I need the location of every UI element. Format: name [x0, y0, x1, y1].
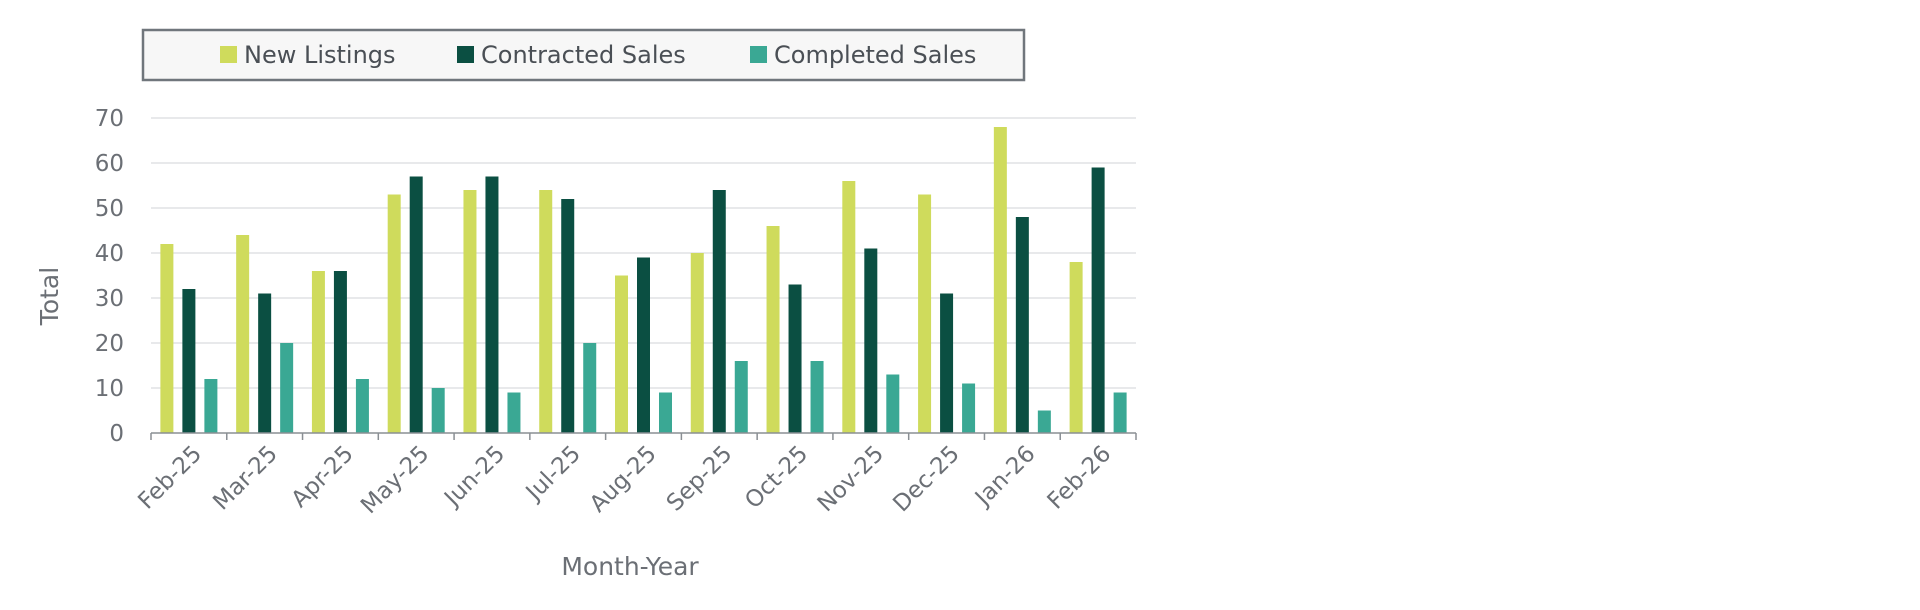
x-tick-label: Mar-25	[208, 441, 283, 516]
bar	[1015, 217, 1029, 433]
x-tick-label: Jul-25	[520, 441, 586, 507]
bar	[1091, 167, 1105, 433]
legend: New Listings Contracted Sales Completed Sa…	[141, 28, 1026, 82]
x-tick-label: Nov-25	[813, 441, 889, 517]
axes	[150, 432, 1137, 440]
x-tick-label: Feb-25	[133, 441, 207, 515]
bar	[615, 275, 628, 433]
bar	[886, 374, 900, 433]
bar	[918, 194, 932, 433]
x-tick-label: Dec-25	[888, 441, 964, 517]
y-axis-ticks: 0 10 20 30 40 50 60 70	[95, 106, 124, 447]
x-tick-label: Oct-25	[740, 441, 813, 514]
bar	[1037, 410, 1051, 433]
bar	[258, 293, 272, 433]
bar	[485, 176, 499, 433]
bar	[311, 271, 325, 433]
legend-label: Completed Sales	[774, 41, 976, 69]
series-contracted-sales	[182, 167, 1105, 433]
y-tick-label: 20	[95, 331, 124, 357]
y-tick-label: 40	[95, 241, 124, 267]
bar	[204, 379, 218, 433]
bar	[712, 190, 726, 433]
bar	[463, 190, 477, 433]
legend-box	[141, 28, 1026, 82]
bar	[583, 343, 597, 433]
legend-label: Contracted Sales	[481, 41, 686, 69]
y-tick-label: 70	[95, 106, 124, 132]
bar	[333, 271, 347, 433]
bar	[842, 181, 856, 433]
x-tick-label: Aug-25	[585, 441, 662, 518]
bar	[940, 293, 954, 433]
bar	[1069, 262, 1083, 433]
bar	[431, 388, 445, 433]
bar	[539, 190, 553, 433]
bar	[355, 379, 369, 433]
x-tick-label: Sep-25	[662, 441, 738, 517]
legend-swatch	[750, 46, 767, 63]
bar	[387, 194, 401, 433]
y-tick-label: 30	[95, 286, 124, 312]
bar	[182, 289, 196, 433]
x-tick-label: Jan-26	[969, 441, 1040, 512]
bar	[766, 226, 780, 433]
bar	[507, 392, 521, 433]
bar	[993, 127, 1007, 433]
x-axis-title: Month-Year	[561, 552, 699, 581]
bar-series	[160, 127, 1127, 433]
bar	[1113, 392, 1127, 433]
legend-item: Contracted Sales	[457, 41, 686, 69]
legend-item: Completed Sales	[750, 41, 976, 69]
legend-swatch	[457, 46, 474, 63]
x-tick-label: Jun-25	[438, 441, 510, 513]
bar	[788, 284, 802, 433]
y-tick-label: 10	[95, 376, 124, 402]
bar	[810, 361, 824, 433]
y-tick-label: 0	[109, 421, 124, 447]
series-completed-sales	[204, 343, 1127, 433]
bar	[409, 176, 423, 433]
bar	[236, 235, 250, 433]
bar	[160, 244, 174, 433]
bar	[690, 253, 704, 433]
legend-item: New Listings	[220, 41, 396, 69]
bar	[962, 383, 976, 433]
y-tick-label: 50	[95, 196, 124, 222]
x-tick-label: Apr-25	[287, 441, 359, 513]
x-tick-label: May-25	[356, 441, 434, 519]
legend-label: New Listings	[244, 41, 396, 69]
bar	[864, 248, 878, 433]
x-tick-label: Feb-26	[1043, 441, 1117, 515]
bar	[659, 392, 672, 433]
bar	[734, 361, 748, 433]
y-tick-label: 60	[95, 151, 124, 177]
y-axis-title: Total	[35, 267, 64, 326]
series-new-listings	[160, 127, 1083, 433]
bar	[561, 199, 575, 433]
legend-swatch	[220, 46, 237, 63]
bar	[637, 257, 650, 433]
bar	[280, 343, 294, 433]
